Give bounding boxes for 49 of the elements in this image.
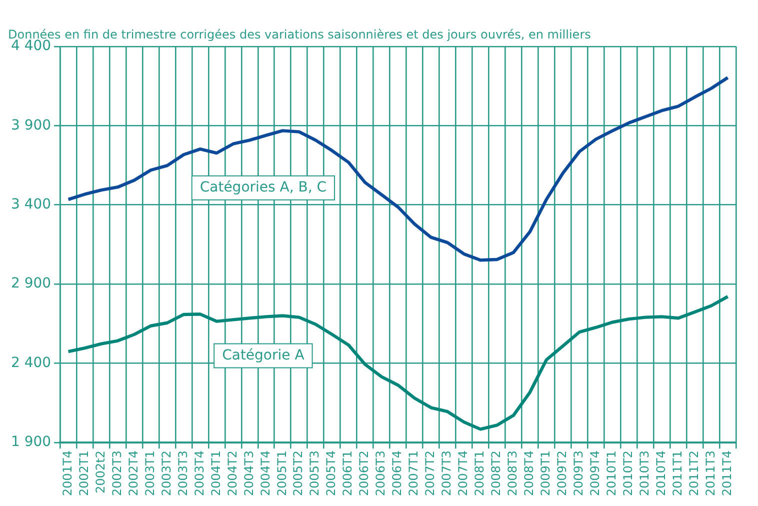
x-tick-label: 2007T1 [406,450,421,496]
x-tick-label: 2009T1 [538,450,553,496]
x-tick-label: 2009T3 [572,450,586,496]
x-tick-label: 2003T2 [159,450,174,496]
x-tick-label: 2006T3 [374,450,388,496]
x-tick-label: 2002T4 [126,450,140,496]
x-tick-label: 2008T4 [522,450,536,496]
y-tick-label: 2 400 [10,354,52,371]
x-tick-label: 2008T1 [472,450,487,496]
x-tick-label: 2002T3 [110,450,124,496]
y-tick-label: 4 400 [10,38,52,54]
series-label: Catégorie A [222,347,305,364]
x-tick-label: 2011T4 [720,450,734,496]
y-tick-label: 1 900 [10,434,52,450]
x-tick-label: 2010T4 [654,450,668,496]
x-tick-label: 2005T4 [324,450,338,496]
x-tick-label: 2004T2 [225,450,240,496]
x-tick-label: 2004T3 [242,450,256,496]
x-tick-label: 2005T2 [291,450,306,496]
x-tick-label: 2004T4 [258,450,272,496]
x-tick-label: 2006T4 [390,450,404,496]
x-tick-label: 2011T1 [670,450,684,496]
x-tick-label: 2007T4 [456,450,470,496]
x-tick-label: 2007T3 [440,450,454,496]
x-tick-label: 2004T1 [208,450,223,496]
x-tick-label: 2005T1 [274,450,289,496]
x-tick-label: 2001T4 [60,450,74,496]
x-tick-label: 2010T3 [637,450,652,496]
x-tick-label: 2002t2 [93,450,108,494]
y-tick-label: 3 900 [10,117,52,134]
x-tick-label: 2009T2 [555,450,570,496]
series-label: Catégories A, B, C [200,179,327,196]
x-tick-label: 2003T1 [142,450,157,496]
x-tick-label: 2010T2 [620,450,635,496]
x-tick-label: 2011T3 [703,450,718,496]
x-tick-label: 2005T3 [308,450,322,496]
x-tick-label: 2003T3 [176,450,190,496]
x-tick-label: 2007T2 [423,450,438,496]
x-tick-label: 2008T3 [506,450,520,496]
x-tick-label: 2006T2 [357,450,372,496]
x-tick-label: 2009T4 [588,450,602,496]
x-tick-label: 2011T2 [686,450,701,496]
x-tick-label: 2008T2 [489,450,504,496]
x-tick-label: 2006T1 [340,450,355,496]
y-tick-label: 2 900 [10,276,52,292]
x-tick-label: 2002T1 [76,450,91,496]
y-tick-label: 3 400 [10,196,52,212]
x-tick-label: 2010T1 [604,450,618,496]
x-tick-label: 2003T4 [192,450,206,496]
